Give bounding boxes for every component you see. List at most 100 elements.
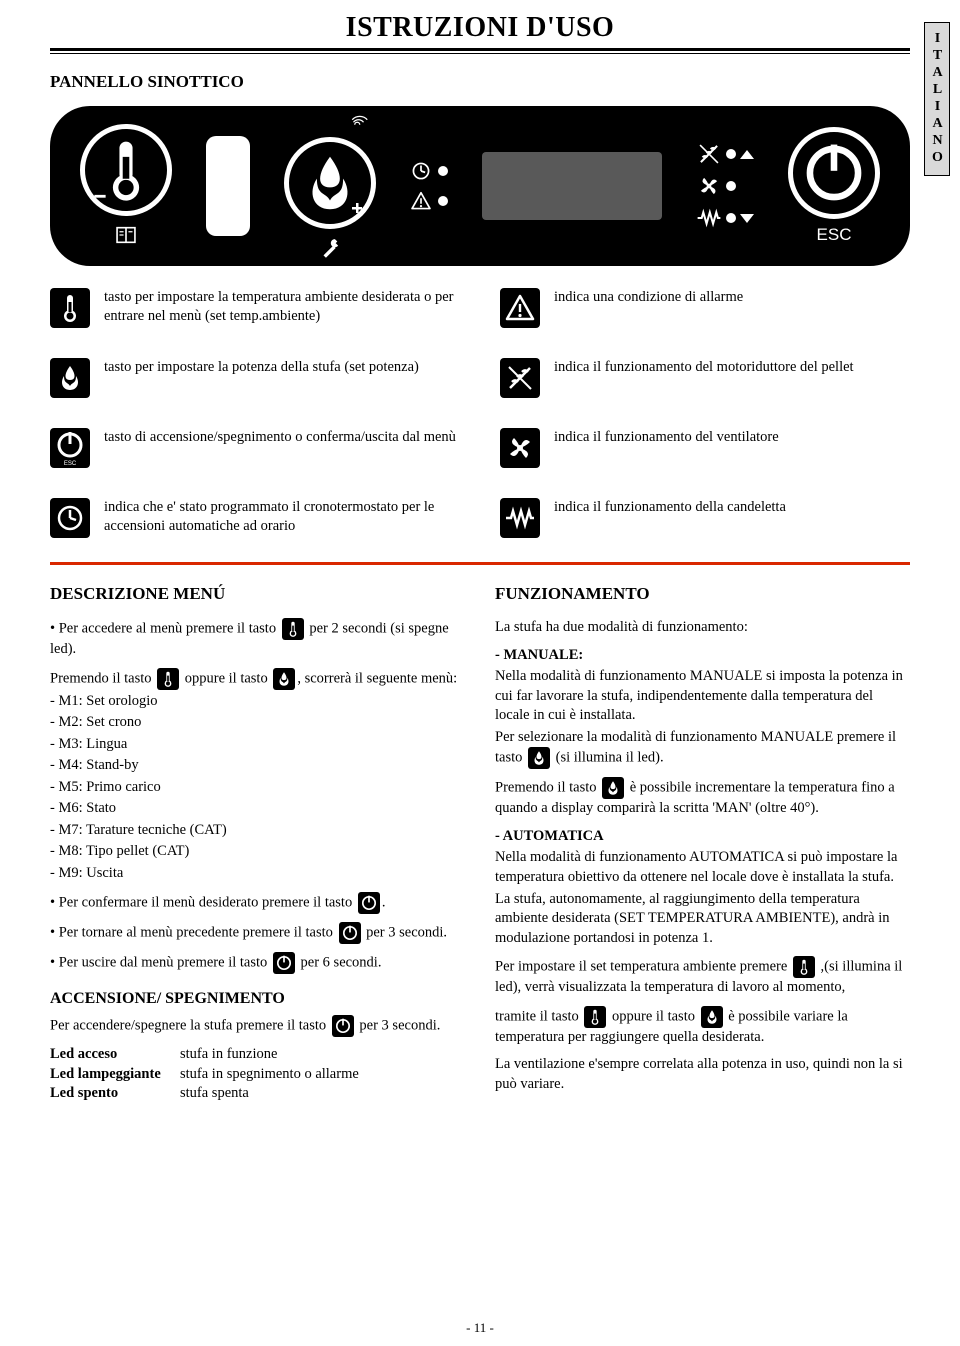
panel-heading: PANNELLO SINOTTICO — [50, 72, 960, 92]
down-arrow-icon — [740, 214, 754, 223]
func-heading: FUNZIONAMENTO — [495, 583, 910, 606]
legend-row: indica il funzionamento della candeletta — [500, 498, 910, 538]
legend-text: tasto per impostare la potenza della stu… — [104, 358, 419, 377]
book-icon — [113, 222, 139, 248]
legend-text: indica che e' stato programmato il crono… — [104, 498, 460, 536]
def-row: Led lampeggiantestufa in spegnimento o a… — [50, 1065, 465, 1085]
legend-row: indica una condizione di allarme — [500, 288, 910, 328]
legend-row: ESC tasto di accensione/spegnimento o con… — [50, 428, 460, 468]
para: Per accendere/spegnere la stufa premere … — [50, 1015, 465, 1037]
def-row: Led spentostufa spenta — [50, 1084, 465, 1104]
para: Premendo il tasto oppure il tasto , scor… — [50, 668, 465, 690]
sub-heading: - MANUALE: — [495, 646, 910, 666]
legend-text: tasto per impostare la temperatura ambie… — [104, 288, 460, 326]
thermo-icon — [584, 1006, 606, 1028]
thermo-icon — [157, 668, 179, 690]
led-left-grid — [410, 160, 448, 212]
flame-icon — [50, 358, 90, 398]
flame-icon — [701, 1006, 723, 1028]
menu-item: - M7: Tarature tecniche (CAT) — [50, 821, 465, 841]
para: La stufa, autonomamente, al raggiungimen… — [495, 890, 910, 949]
led-dot — [438, 196, 448, 206]
rule-thick — [50, 48, 910, 51]
clock-icon — [50, 498, 90, 538]
warning-icon — [410, 190, 432, 212]
para: Premendo il tasto è possibile incrementa… — [495, 777, 910, 819]
signal-icon — [346, 111, 376, 131]
sub-heading: - AUTOMATICA — [495, 827, 910, 847]
menu-item: - M2: Set crono — [50, 713, 465, 733]
para: Nella modalità di funzionamento MANUALE … — [495, 667, 910, 726]
control-panel: ESC — [50, 106, 910, 266]
menu-item: - M8: Tipo pellet (CAT) — [50, 842, 465, 862]
menu-item: - M1: Set orologio — [50, 692, 465, 712]
legend-row: indica il funzionamento del motoriduttor… — [500, 358, 910, 398]
def-row: Led accesostufa in funzione — [50, 1045, 465, 1065]
power-knob[interactable] — [788, 127, 880, 219]
para: • Per accedere al menù premere il tasto … — [50, 618, 465, 660]
up-arrow-icon — [740, 150, 754, 159]
content-columns: DESCRIZIONE MENÚ • Per accedere al menù … — [50, 583, 910, 1104]
legend-text: indica il funzionamento del ventilatore — [554, 428, 779, 447]
para: Nella modalità di funzionamento AUTOMATI… — [495, 848, 910, 887]
thermo-icon — [50, 288, 90, 328]
para: La stufa ha due modalità di funzionament… — [495, 618, 910, 638]
fan-icon — [500, 428, 540, 468]
para: tramite il tasto oppure il tasto è possi… — [495, 1006, 910, 1048]
left-column: DESCRIZIONE MENÚ • Per accedere al menù … — [50, 583, 465, 1104]
temp-knob[interactable] — [80, 124, 172, 216]
thermo-icon — [282, 618, 304, 640]
para: • Per uscire dal menù premere il tasto p… — [50, 952, 465, 974]
auger-icon — [696, 141, 722, 167]
legend-text: indica il funzionamento della candeletta — [554, 498, 786, 517]
legend-row: indica il funzionamento del ventilatore — [500, 428, 910, 468]
para: La ventilazione e'sempre correlata alla … — [495, 1055, 910, 1094]
menu-heading: DESCRIZIONE MENÚ — [50, 583, 465, 606]
page-title: ISTRUZIONI D'USO — [0, 12, 960, 44]
warning-icon — [500, 288, 540, 328]
red-divider — [50, 562, 910, 565]
led-dot — [726, 149, 736, 159]
power-esc-icon — [339, 922, 361, 944]
power-esc-icon — [358, 892, 380, 914]
lcd-display — [482, 152, 662, 220]
flame-icon — [528, 747, 550, 769]
power-esc-icon: ESC — [50, 428, 90, 468]
language-tab: ITALIANO — [924, 22, 950, 176]
para: • Per tornare al menù precedente premere… — [50, 922, 465, 944]
menu-item: - M4: Stand-by — [50, 756, 465, 776]
resistor-icon — [696, 205, 722, 231]
esc-label: ESC — [817, 225, 852, 245]
led-dot — [726, 181, 736, 191]
onoff-heading: ACCENSIONE/ SPEGNIMENTO — [50, 988, 465, 1010]
para: Per impostare il set temperatura ambient… — [495, 956, 910, 998]
menu-item: - M3: Lingua — [50, 735, 465, 755]
menu-item: - M6: Stato — [50, 799, 465, 819]
legend-text: indica una condizione di allarme — [554, 288, 743, 307]
legend-row: tasto per impostare la potenza della stu… — [50, 358, 460, 398]
flame-knob[interactable] — [284, 137, 376, 229]
thermo-icon — [793, 956, 815, 978]
remote-sensor — [206, 136, 250, 236]
fan-icon — [696, 173, 722, 199]
power-esc-icon — [332, 1015, 354, 1037]
flame-icon — [602, 777, 624, 799]
legend-text: tasto di accensione/spegnimento o confer… — [104, 428, 456, 447]
led-dot — [438, 166, 448, 176]
led-right-grid — [696, 141, 754, 231]
flame-icon — [273, 668, 295, 690]
led-dot — [726, 213, 736, 223]
rule-thin — [50, 53, 910, 54]
legend-row: indica che e' stato programmato il crono… — [50, 498, 460, 538]
menu-item: - M9: Uscita — [50, 864, 465, 884]
resistor-icon — [500, 498, 540, 538]
power-esc-icon — [273, 952, 295, 974]
legend-grid: tasto per impostare la temperatura ambie… — [50, 288, 910, 538]
para: Per selezionare la modalità di funzionam… — [495, 728, 910, 770]
menu-item: - M5: Primo carico — [50, 778, 465, 798]
auger-icon — [500, 358, 540, 398]
legend-row: tasto per impostare la temperatura ambie… — [50, 288, 460, 328]
clock-icon — [410, 160, 432, 182]
para: • Per confermare il menù desiderato prem… — [50, 892, 465, 914]
legend-text: indica il funzionamento del motoriduttor… — [554, 358, 854, 377]
